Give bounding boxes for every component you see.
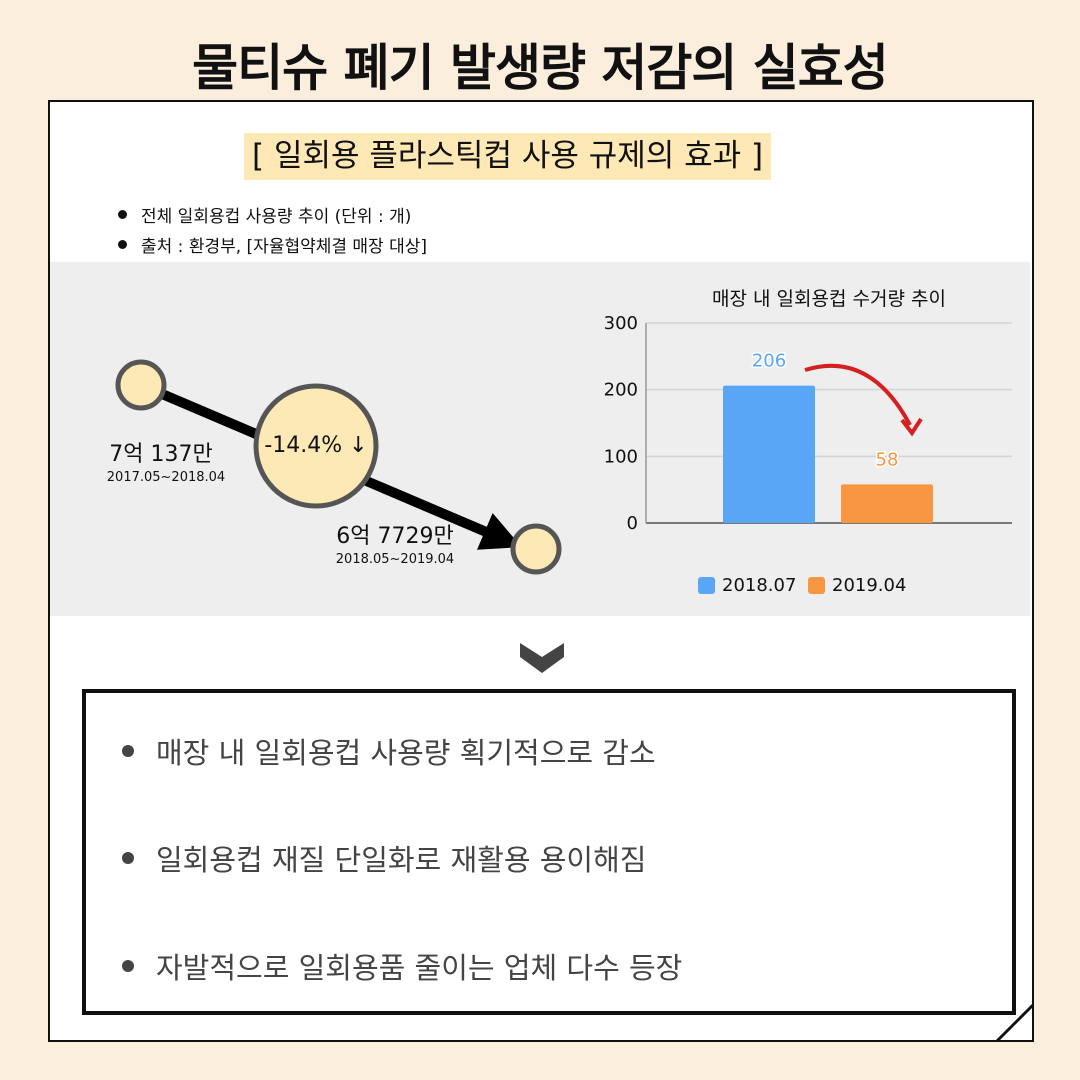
legend-swatch xyxy=(698,577,715,594)
page-fold-corner xyxy=(996,1003,1034,1041)
change-node xyxy=(253,383,379,509)
conclusion-box xyxy=(82,689,1016,1015)
conclusion-text: 매장 내 일회용컵 사용량 획기적으로 감소 xyxy=(156,736,656,770)
note-text: 출처 : 환경부, [자율협약체결 매장 대상] xyxy=(141,237,428,257)
start-node xyxy=(115,359,167,411)
page-title: 물티슈 폐기 발생량 저감의 실효성 xyxy=(192,39,889,97)
chart-title: 매장 내 일회용컵 수거량 추이 xyxy=(712,288,946,310)
legend-swatch xyxy=(808,577,825,594)
conclusion-item: 일회용컵 재질 단일화로 재활용 용이해짐 xyxy=(122,837,646,879)
bar-2019.04 xyxy=(841,484,933,523)
note-text: 전체 일회용컵 사용량 추이 (단위 : 개) xyxy=(141,207,412,227)
chevron-down-icon xyxy=(520,643,564,673)
note-item: 전체 일회용컵 사용량 추이 (단위 : 개) xyxy=(118,202,411,227)
data-label: 58 xyxy=(876,449,899,470)
conclusion-text: 일회용컵 재질 단일화로 재활용 용이해짐 xyxy=(156,843,647,877)
legend-label: 2019.04 xyxy=(832,575,906,596)
bullet-icon xyxy=(122,960,134,972)
bullet-icon xyxy=(118,210,127,219)
y-tick-label: 0 xyxy=(627,513,638,534)
end-period: 2018.05~2019.04 xyxy=(335,552,455,567)
note-item: 출처 : 환경부, [자율협약체결 매장 대상] xyxy=(118,232,427,257)
y-tick-label: 300 xyxy=(604,313,638,334)
bullet-icon xyxy=(122,745,134,757)
y-tick-label: 100 xyxy=(604,446,638,467)
bar-2018.07 xyxy=(723,385,815,523)
y-tick-label: 200 xyxy=(604,380,638,401)
conclusion-item: 매장 내 일회용컵 사용량 획기적으로 감소 xyxy=(122,730,656,772)
end-value: 6억 7729만 xyxy=(336,524,454,549)
decrease-arrowhead xyxy=(900,417,923,437)
conclusion-text: 자발적으로 일회용품 줄이는 업체 다수 등장 xyxy=(156,951,683,985)
bullet-icon xyxy=(118,240,127,249)
section-subtitle: [ 일회용 플라스틱컵 사용 규제의 효과 ] xyxy=(244,133,772,180)
conclusion-item: 자발적으로 일회용품 줄이는 업체 다수 등장 xyxy=(122,945,682,987)
decrease-arrow xyxy=(804,363,912,426)
legend-label: 2018.07 xyxy=(722,575,796,596)
bullet-icon xyxy=(122,852,134,864)
data-label: 206 xyxy=(752,351,786,372)
start-value: 7억 137만 xyxy=(109,442,213,467)
change-percent: -14.4% ↓ xyxy=(264,433,368,458)
start-period: 2017.05~2018.04 xyxy=(106,470,226,485)
end-node xyxy=(510,523,562,575)
